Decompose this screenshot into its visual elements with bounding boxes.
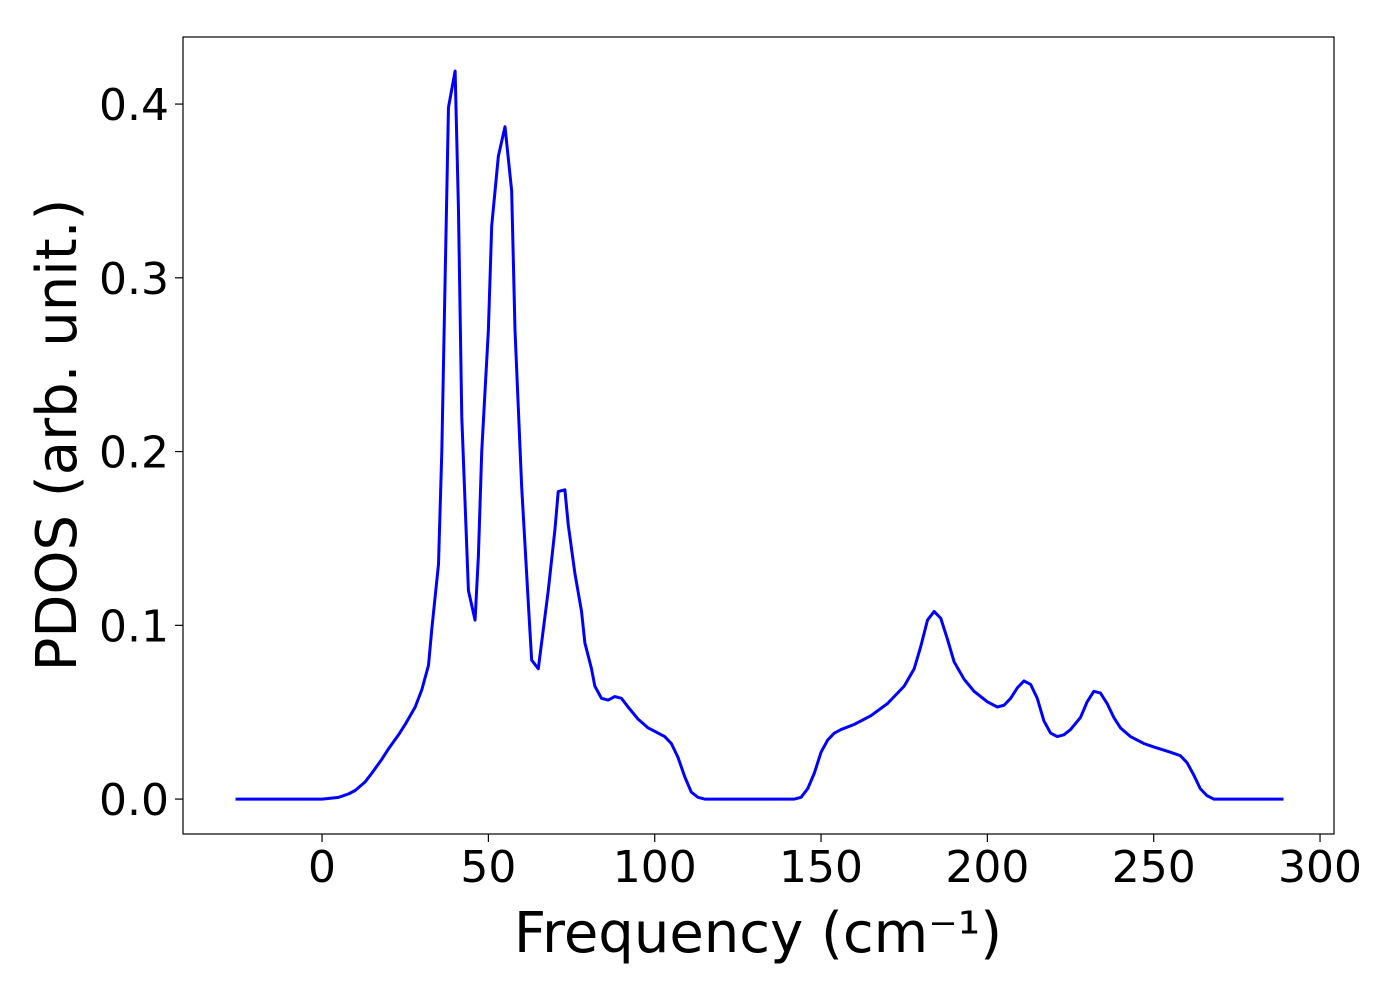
y-tick-label: 0.3 <box>99 254 169 305</box>
x-tick-label: 200 <box>945 842 1029 893</box>
x-tick-label: 100 <box>613 842 697 893</box>
plot-frame <box>182 36 1335 835</box>
y-tick-label: 0.1 <box>99 601 169 652</box>
y-tick-label: 0.4 <box>99 80 169 131</box>
x-tick-label: 50 <box>460 842 516 893</box>
data-line <box>235 69 1284 801</box>
y-tick-label: 0.2 <box>99 428 169 479</box>
x-tick-label: 0 <box>308 842 336 893</box>
x-tick-label: 150 <box>779 842 863 893</box>
x-axis-label: Frequency (cm⁻¹) <box>514 901 1002 966</box>
x-tick-label: 250 <box>1112 842 1196 893</box>
y-axis-label: PDOS (arb. unit.) <box>25 199 90 672</box>
x-tick-label: 300 <box>1278 842 1362 893</box>
y-tick-label: 0.0 <box>99 775 169 826</box>
